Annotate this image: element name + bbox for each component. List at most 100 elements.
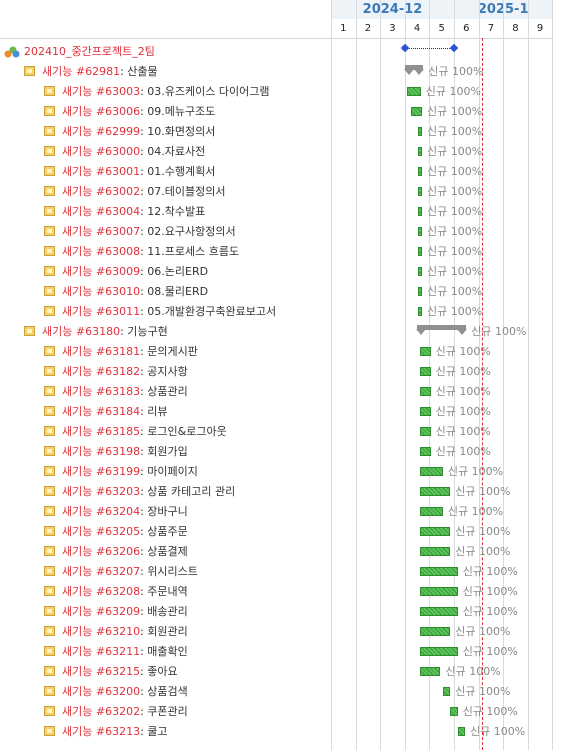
task-row[interactable]: 새기능 #63211: 매출확인 신규 100% <box>0 642 583 662</box>
task-row[interactable]: 새기능 #63003: 03.유즈케이스 다이어그램 신규 100% <box>0 82 583 102</box>
task-row[interactable]: 새기능 #63213: 쿨고 신규 100% <box>0 722 583 742</box>
task-row[interactable]: 새기능 #63010: 08.물리ERD 신규 100% <box>0 282 583 302</box>
task-row[interactable]: 새기능 #63206: 상품결제 신규 100% <box>0 542 583 562</box>
task-bar[interactable] <box>418 287 423 296</box>
task-id[interactable]: 새기능 #63011 <box>62 305 141 318</box>
task-bar[interactable] <box>419 567 458 576</box>
task-row[interactable]: 새기능 #62999: 10.화면정의서 신규 100% <box>0 122 583 142</box>
task-bar[interactable] <box>419 467 443 476</box>
task-label[interactable]: 새기능 #63003: 03.유즈케이스 다이어그램 <box>62 82 269 102</box>
task-id[interactable]: 새기능 #63200 <box>62 685 141 698</box>
task-id[interactable]: 새기능 #63213 <box>62 725 141 738</box>
summary-bar[interactable] <box>404 65 424 70</box>
task-label[interactable]: 새기능 #63215: 좋아요 <box>62 662 178 682</box>
task-row[interactable]: 새기능 #63208: 주문내역 신규 100% <box>0 582 583 602</box>
task-row[interactable]: 새기능 #63184: 리뷰 신규 100% <box>0 402 583 422</box>
task-label[interactable]: 새기능 #63213: 쿨고 <box>62 722 168 742</box>
task-label[interactable]: 새기능 #63185: 로그인&로그아웃 <box>62 422 227 442</box>
task-label[interactable]: 새기능 #63211: 매출확인 <box>62 642 188 662</box>
task-id[interactable]: 새기능 #63006 <box>62 105 141 118</box>
task-row[interactable]: 새기능 #63202: 쿠폰관리 신규 100% <box>0 702 583 722</box>
task-row[interactable]: 새기능 #63209: 배송관리 신규 100% <box>0 602 583 622</box>
task-label[interactable]: 새기능 #63210: 회원관리 <box>62 622 188 642</box>
task-bar[interactable] <box>419 667 441 676</box>
task-bar[interactable] <box>418 227 423 236</box>
task-label[interactable]: 새기능 #63200: 상품검색 <box>62 682 188 702</box>
task-bar[interactable] <box>442 687 451 696</box>
task-row[interactable]: 새기능 #63215: 좋아요 신규 100% <box>0 662 583 682</box>
group-row[interactable]: 새기능 #62981: 산출물 신규 100% <box>0 62 583 82</box>
task-label[interactable]: 새기능 #63180: 기능구현 <box>42 322 168 342</box>
task-label[interactable]: 새기능 #63199: 마이페이지 <box>62 462 198 482</box>
task-row[interactable]: 새기능 #63009: 06.논리ERD 신규 100% <box>0 262 583 282</box>
task-row[interactable]: 새기능 #63203: 상품 카테고리 관리 신규 100% <box>0 482 583 502</box>
task-id[interactable]: 새기능 #63007 <box>62 225 141 238</box>
task-label[interactable]: 새기능 #63202: 쿠폰관리 <box>62 702 188 722</box>
task-bar[interactable] <box>419 447 431 456</box>
task-id[interactable]: 새기능 #63182 <box>62 365 141 378</box>
task-id[interactable]: 새기능 #63010 <box>62 285 141 298</box>
task-row[interactable]: 새기능 #63004: 12.착수발표 신규 100% <box>0 202 583 222</box>
task-row[interactable]: 새기능 #63001: 01.수행계획서 신규 100% <box>0 162 583 182</box>
task-bar[interactable] <box>419 367 431 376</box>
task-id[interactable]: 새기능 #63000 <box>62 145 141 158</box>
task-bar[interactable] <box>418 247 423 256</box>
summary-bar[interactable] <box>417 325 467 330</box>
task-bar[interactable] <box>418 167 423 176</box>
task-bar[interactable] <box>450 707 458 716</box>
task-id[interactable]: 새기능 #63215 <box>62 665 141 678</box>
task-row[interactable]: 새기능 #63000: 04.자료사전 신규 100% <box>0 142 583 162</box>
task-row[interactable]: 새기능 #63200: 상품검색 신규 100% <box>0 682 583 702</box>
task-id[interactable]: 새기능 #63199 <box>62 465 141 478</box>
task-bar[interactable] <box>407 87 421 96</box>
task-bar[interactable] <box>419 407 431 416</box>
task-label[interactable]: 새기능 #62999: 10.화면정의서 <box>62 122 215 142</box>
task-label[interactable]: 새기능 #63181: 문의게시판 <box>62 342 198 362</box>
task-label[interactable]: 새기능 #63206: 상품결제 <box>62 542 188 562</box>
task-id[interactable]: 새기능 #63001 <box>62 165 141 178</box>
task-id[interactable]: 새기능 #63003 <box>62 85 141 98</box>
task-id[interactable]: 새기능 #63204 <box>62 505 141 518</box>
project-row[interactable]: 202410_중간프로젝트_2팀 <box>0 42 583 62</box>
task-id[interactable]: 새기능 #62981 <box>42 65 121 78</box>
task-id[interactable]: 새기능 #63002 <box>62 185 141 198</box>
task-id[interactable]: 새기능 #63209 <box>62 605 141 618</box>
task-row[interactable]: 새기능 #63198: 회원가입 신규 100% <box>0 442 583 462</box>
task-bar[interactable] <box>418 307 423 316</box>
task-label[interactable]: 새기능 #63204: 장바구니 <box>62 502 188 522</box>
task-bar[interactable] <box>410 107 422 116</box>
task-id[interactable]: 새기능 #63180 <box>42 325 121 338</box>
task-label[interactable]: 새기능 #63203: 상품 카테고리 관리 <box>62 482 235 502</box>
task-id[interactable]: 새기능 #63207 <box>62 565 141 578</box>
task-label[interactable]: 새기능 #62981: 산출물 <box>42 62 158 82</box>
group-row[interactable]: 새기능 #63180: 기능구현 신규 100% <box>0 322 583 342</box>
task-id[interactable]: 새기능 #63004 <box>62 205 141 218</box>
task-id[interactable]: 새기능 #63183 <box>62 385 141 398</box>
task-row[interactable]: 새기능 #63199: 마이페이지 신규 100% <box>0 462 583 482</box>
task-label[interactable]: 새기능 #63198: 회원가입 <box>62 442 188 462</box>
task-label[interactable]: 새기능 #63001: 01.수행계획서 <box>62 162 215 182</box>
task-label[interactable]: 새기능 #63207: 위시리스트 <box>62 562 198 582</box>
task-bar[interactable] <box>419 347 431 356</box>
task-id[interactable]: 새기능 #63203 <box>62 485 141 498</box>
task-bar[interactable] <box>457 727 466 736</box>
task-bar[interactable] <box>419 507 443 516</box>
task-label[interactable]: 새기능 #63182: 공지사항 <box>62 362 188 382</box>
project-name[interactable]: 202410_중간프로젝트_2팀 <box>24 45 155 58</box>
task-label[interactable]: 새기능 #63011: 05.개발환경구축완료보고서 <box>62 302 276 322</box>
task-row[interactable]: 새기능 #63011: 05.개발환경구축완료보고서 신규 100% <box>0 302 583 322</box>
task-row[interactable]: 새기능 #63183: 상품관리 신규 100% <box>0 382 583 402</box>
task-row[interactable]: 새기능 #63008: 11.프로세스 흐름도 신규 100% <box>0 242 583 262</box>
task-label[interactable]: 새기능 #63006: 09.메뉴구조도 <box>62 102 215 122</box>
task-bar[interactable] <box>419 587 458 596</box>
task-id[interactable]: 새기능 #63210 <box>62 625 141 638</box>
task-bar[interactable] <box>419 387 431 396</box>
task-bar[interactable] <box>419 607 458 616</box>
task-label[interactable]: 새기능 #63008: 11.프로세스 흐름도 <box>62 242 239 262</box>
task-label[interactable]: 새기능 #63205: 상품주문 <box>62 522 188 542</box>
task-row[interactable]: 새기능 #63207: 위시리스트 신규 100% <box>0 562 583 582</box>
task-bar[interactable] <box>418 147 423 156</box>
task-label[interactable]: 새기능 #63000: 04.자료사전 <box>62 142 205 162</box>
task-row[interactable]: 새기능 #63182: 공지사항 신규 100% <box>0 362 583 382</box>
task-id[interactable]: 새기능 #63206 <box>62 545 141 558</box>
